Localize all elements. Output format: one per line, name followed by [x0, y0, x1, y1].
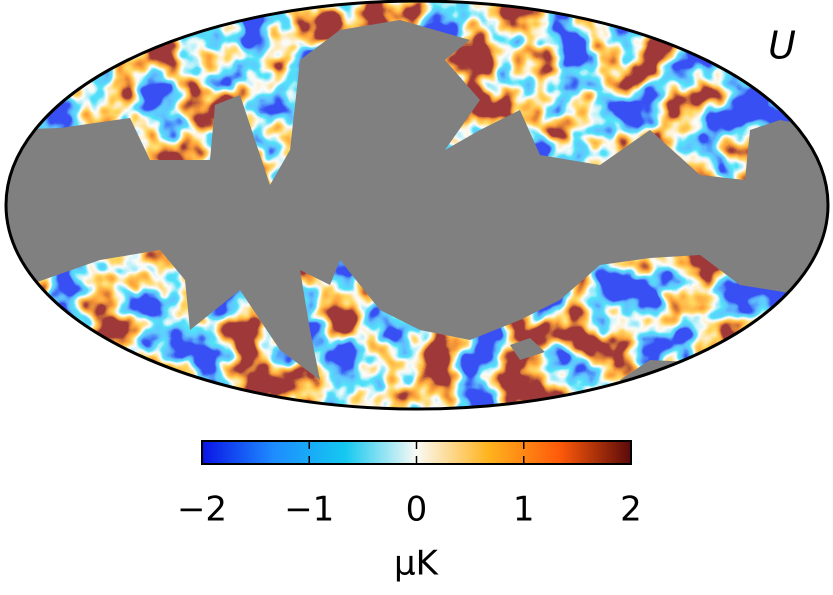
colorbar-tick-label: −1 [284, 490, 334, 530]
colorbar-tick-label: −2 [177, 490, 227, 530]
sky-map [6, 1, 828, 409]
mask [6, 20, 828, 395]
colorbar-tick-label: 2 [620, 490, 642, 530]
map-outline [4, 0, 830, 411]
colorbar-tick-label: 1 [513, 490, 535, 530]
colorbar-label: μK [394, 544, 440, 584]
map-title: U [768, 24, 796, 68]
colorbar-tick-label: 0 [406, 490, 428, 530]
